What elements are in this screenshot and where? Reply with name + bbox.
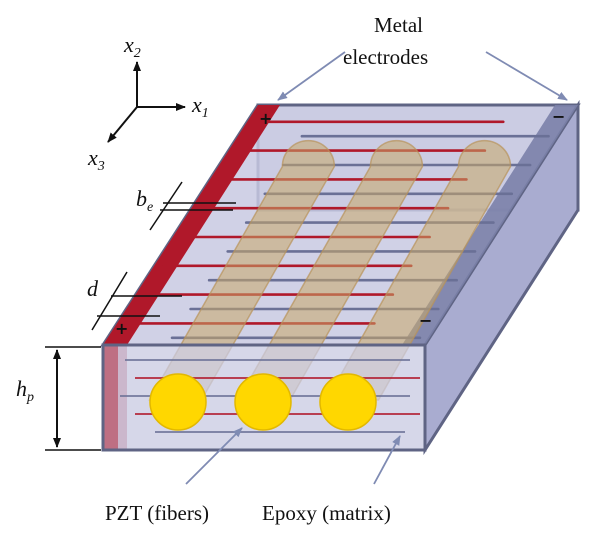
metal-electrodes-label-line1: Metal xyxy=(374,13,423,37)
pzt-fiber-circle xyxy=(149,373,207,431)
left-electrode xyxy=(103,105,280,345)
metal-electrodes-callout: Metal electrodes xyxy=(277,13,568,101)
epoxy-matrix-label: Epoxy (matrix) xyxy=(262,501,391,525)
fiber-tubes xyxy=(148,139,512,401)
plus-sign-bottom: + xyxy=(115,319,128,338)
pzt-fibers-callout: PZT (fibers) xyxy=(105,427,243,525)
front-frame xyxy=(101,343,427,452)
pzt-fiber-tube xyxy=(236,139,424,401)
pzt-fibers-label: PZT (fibers) xyxy=(105,501,209,525)
dimension-d: d xyxy=(87,271,182,331)
pzt-fiber-circle xyxy=(234,373,292,431)
axis-x3-label: x3 xyxy=(87,145,105,174)
plus-sign-top: + xyxy=(259,109,272,128)
right-electrode xyxy=(402,105,578,345)
axis-x2-label: x2 xyxy=(123,32,141,61)
pzt-fiber-cross-sections xyxy=(149,373,377,431)
axis-x1-label: x1 xyxy=(191,92,209,121)
hp-label: hp xyxy=(16,376,34,405)
pzt-fiber-tube xyxy=(325,139,512,401)
minus-sign-bottom: − xyxy=(419,311,432,330)
pzt-fiber-tube xyxy=(148,139,336,401)
metal-electrodes-label-line2: electrodes xyxy=(343,45,428,69)
front-left-electrode xyxy=(103,345,118,450)
dimension-hp: hp xyxy=(16,346,101,451)
epoxy-matrix-callout: Epoxy (matrix) xyxy=(262,435,401,525)
d-label: d xyxy=(87,276,99,301)
pzt-fiber-circle xyxy=(319,373,377,431)
dimension-be: be xyxy=(136,181,236,231)
be-label: be xyxy=(136,186,153,215)
minus-sign-top: − xyxy=(552,107,565,126)
coordinate-axes: x2 x1 x3 xyxy=(87,32,209,174)
